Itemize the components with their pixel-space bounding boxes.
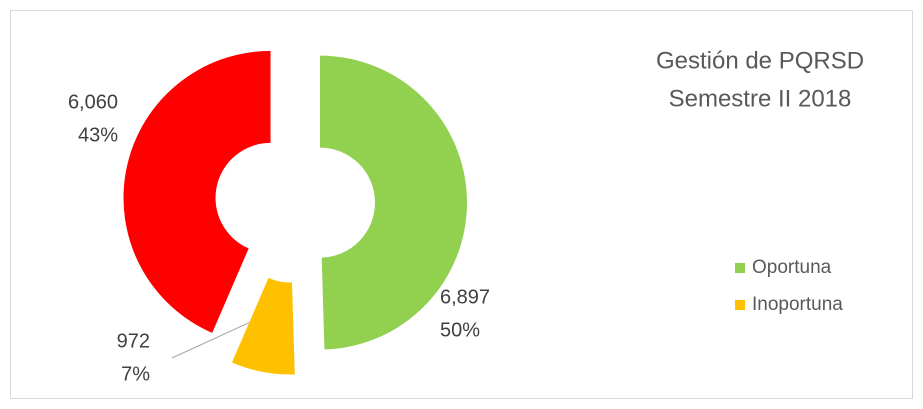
value-label: 972: [117, 330, 150, 352]
legend-label: Inoportuna: [752, 294, 843, 315]
legend-label: Oportuna: [752, 257, 832, 278]
value-label: 6,060: [68, 91, 118, 113]
chart-title: Gestión de PQRSD: [656, 47, 864, 74]
chart-subtitle: Semestre II 2018: [669, 85, 852, 112]
slice: [123, 50, 271, 333]
legend-swatch: [735, 263, 745, 273]
slice: [231, 278, 295, 375]
doughnut-hole: [240, 148, 350, 258]
percent-label: 7%: [121, 363, 150, 385]
slice: [319, 55, 467, 350]
percent-label: 50%: [440, 319, 480, 341]
percent-label: 43%: [78, 124, 118, 146]
leader-line: [171, 319, 256, 359]
legend-swatch: [735, 300, 745, 310]
value-label: 6,897: [440, 286, 490, 308]
